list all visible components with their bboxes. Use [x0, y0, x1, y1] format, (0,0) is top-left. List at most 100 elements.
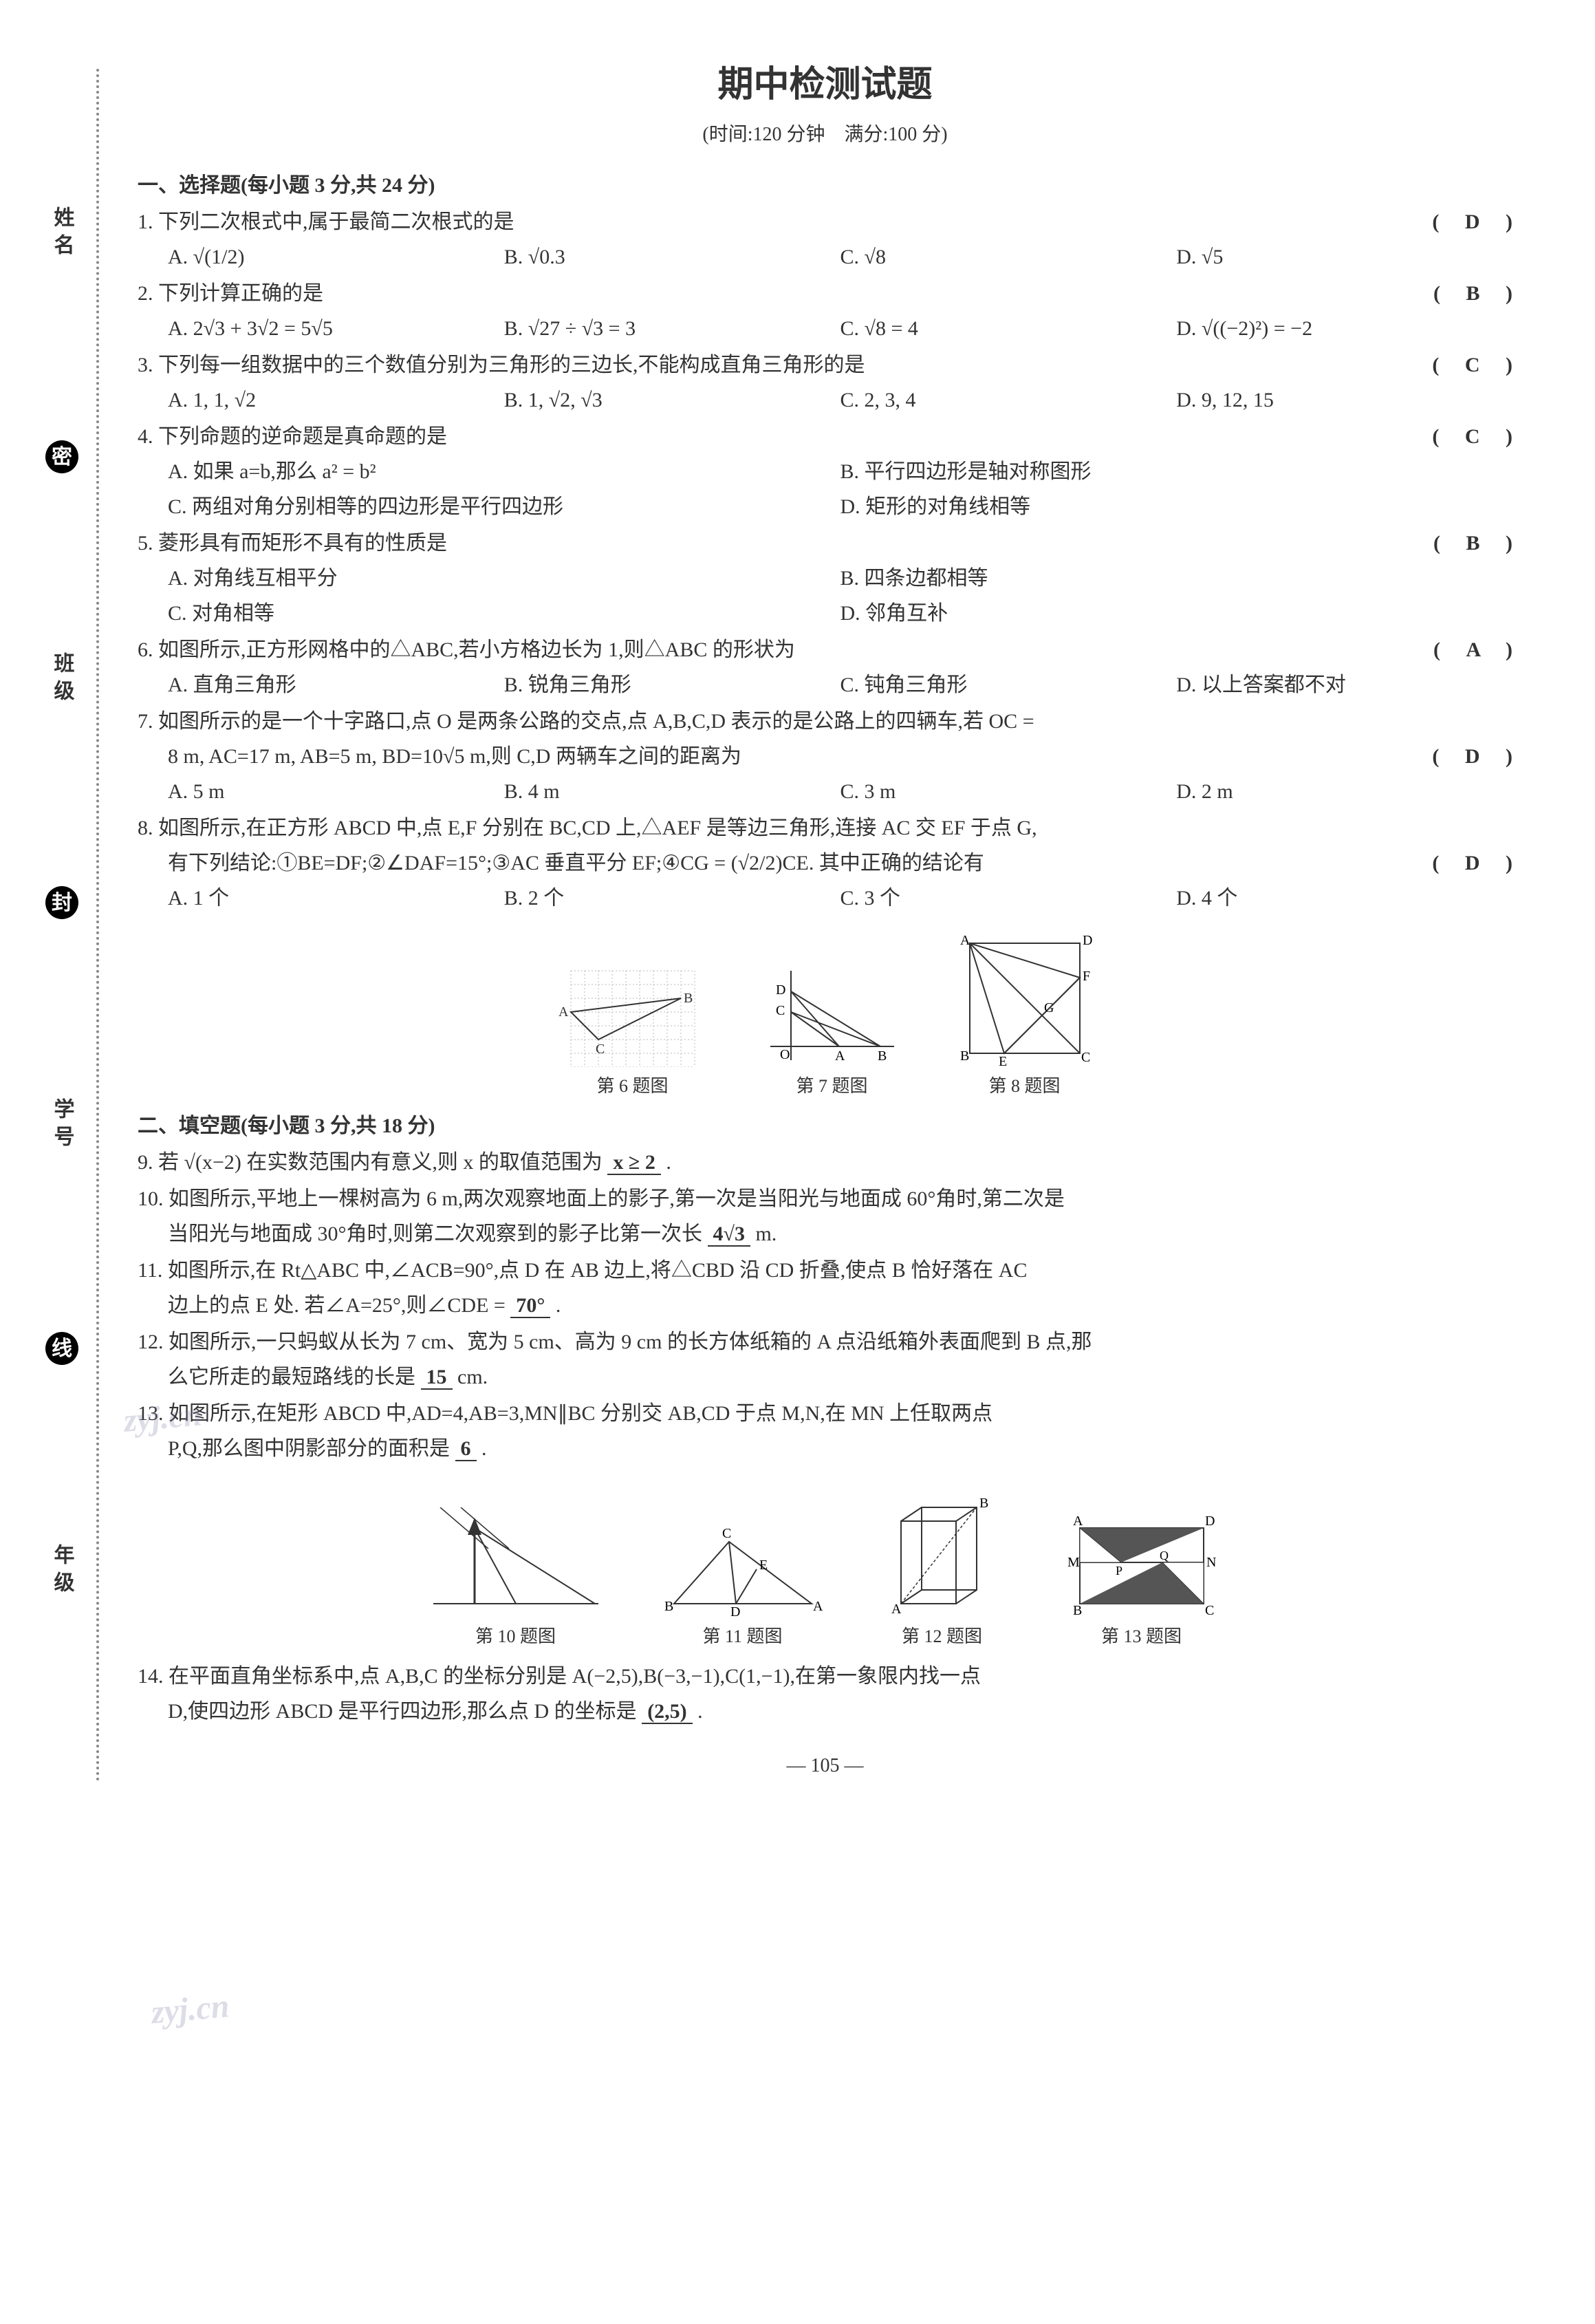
q3-opt-a: A. 1, 1, √2: [168, 383, 504, 418]
q9-pre: 9. 若 √(x−2) 在实数范围内有意义,则 x 的取值范围为: [138, 1151, 603, 1174]
q2-answer: ( B ): [1430, 276, 1512, 311]
figure-row-1: A B C 第 6 题图 O A B C D 第 7 题图: [138, 929, 1512, 1101]
q2-text: 2. 下列计算正确的是: [138, 276, 1430, 311]
q7-options: A. 5 m B. 4 m C. 3 m D. 2 m: [168, 774, 1512, 809]
svg-text:A: A: [835, 1048, 845, 1064]
q12-post2: cm.: [457, 1366, 488, 1388]
q7-answer: ( D ): [1430, 739, 1512, 774]
q7-opt-a: A. 5 m: [168, 774, 504, 809]
watermark-2: zyj.cn: [149, 1978, 232, 2041]
q1-opt-a: A. √(1/2): [168, 239, 504, 275]
q4-opt-b: B. 平行四边形是轴对称图形: [840, 454, 1513, 489]
fig11-caption: 第 11 题图: [660, 1622, 825, 1652]
seal-feng: 封: [45, 886, 78, 919]
q12-line1: 12. 如图所示,一只蚂蚁从长为 7 cm、宽为 5 cm、高为 9 cm 的长…: [138, 1324, 1512, 1359]
q10-answer: 4√3: [708, 1223, 750, 1247]
margin-label-grade: 年级: [45, 1544, 80, 1599]
fig13-svg: A D M N B C P Q: [1059, 1507, 1224, 1617]
q11-line1: 11. 如图所示,在 Rt△ABC 中,∠ACB=90°,点 D 在 AB 边上…: [138, 1253, 1512, 1288]
svg-text:D: D: [776, 982, 785, 998]
fig12-caption: 第 12 题图: [880, 1622, 1004, 1652]
svg-text:C: C: [1081, 1050, 1090, 1065]
q13-pre2: P,Q,那么图中阴影部分的面积是: [168, 1437, 450, 1460]
question-7: 7. 如图所示的是一个十字路口,点 O 是两条公路的交点,点 A,B,C,D 表…: [138, 704, 1512, 809]
q13-post2: .: [481, 1437, 487, 1460]
seal-xian: 线: [45, 1332, 78, 1365]
fig6-caption: 第 6 题图: [557, 1071, 708, 1101]
q4-answer: ( C ): [1430, 419, 1512, 454]
q1-answer: ( D ): [1430, 204, 1512, 239]
q8-opt-a: A. 1 个: [168, 881, 504, 916]
q2-opt-a: A. 2√3 + 3√2 = 5√5: [168, 311, 504, 346]
q1-options: A. √(1/2) B. √0.3 C. √8 D. √5: [168, 239, 1512, 275]
q9-answer: x ≥ 2: [607, 1151, 660, 1175]
fold-dotted-line: [96, 69, 99, 1783]
figure-11: A B C D E 第 11 题图: [660, 1521, 825, 1652]
svg-text:B: B: [979, 1496, 988, 1511]
q6-opt-c: C. 钝角三角形: [840, 667, 1177, 702]
question-6: 6. 如图所示,正方形网格中的△ABC,若小方格边长为 1,则△ABC 的形状为…: [138, 632, 1512, 702]
svg-text:A: A: [558, 1004, 569, 1020]
section2-header: 二、填空题(每小题 3 分,共 18 分): [138, 1108, 1512, 1143]
figure-6: A B C 第 6 题图: [557, 964, 708, 1101]
svg-text:F: F: [1083, 969, 1090, 984]
svg-text:A: A: [1073, 1514, 1083, 1529]
q7-line1: 7. 如图所示的是一个十字路口,点 O 是两条公路的交点,点 A,B,C,D 表…: [138, 704, 1512, 739]
q6-options: A. 直角三角形 B. 锐角三角形 C. 钝角三角形 D. 以上答案都不对: [168, 667, 1512, 702]
fig8-svg: A B C D E F G: [956, 929, 1094, 1067]
question-12: 12. 如图所示,一只蚂蚁从长为 7 cm、宽为 5 cm、高为 9 cm 的长…: [138, 1324, 1512, 1395]
figure-13: A D M N B C P Q 第 13 题图: [1059, 1507, 1224, 1652]
q3-options: A. 1, 1, √2 B. 1, √2, √3 C. 2, 3, 4 D. 9…: [168, 383, 1512, 418]
question-1: 1. 下列二次根式中,属于最简二次根式的是 ( D ) A. √(1/2) B.…: [138, 204, 1512, 275]
q10-post2: m.: [755, 1223, 777, 1245]
seal-mi: 密: [45, 440, 78, 473]
fig8-caption: 第 8 题图: [956, 1071, 1094, 1101]
fig13-caption: 第 13 题图: [1059, 1622, 1224, 1652]
q14-answer: (2,5): [642, 1700, 692, 1724]
q8-options: A. 1 个 B. 2 个 C. 3 个 D. 4 个: [168, 881, 1512, 916]
svg-text:D: D: [730, 1604, 740, 1617]
q5-answer: ( B ): [1430, 526, 1512, 561]
q14-line1: 14. 在平面直角坐标系中,点 A,B,C 的坐标分别是 A(−2,5),B(−…: [138, 1659, 1512, 1694]
q2-opt-c: C. √8 = 4: [840, 311, 1177, 346]
page-number: — 105 —: [138, 1750, 1512, 1783]
question-13: 13. 如图所示,在矩形 ABCD 中,AD=4,AB=3,MN∥BC 分别交 …: [138, 1396, 1512, 1466]
q10-pre2: 当阳光与地面成 30°角时,则第二次观察到的影子比第一次长: [168, 1223, 702, 1245]
figure-row-2: 第 10 题图 A B C D E 第 11 题图: [138, 1480, 1512, 1652]
margin-label-class: 班级: [45, 652, 80, 707]
svg-text:B: B: [664, 1599, 673, 1614]
margin-label-name: 姓名: [45, 206, 80, 261]
q14-post2: .: [697, 1700, 703, 1723]
q13-line1: 13. 如图所示,在矩形 ABCD 中,AD=4,AB=3,MN∥BC 分别交 …: [138, 1396, 1512, 1431]
svg-text:A: A: [813, 1599, 823, 1614]
question-10: 10. 如图所示,平地上一棵树高为 6 m,两次观察地面上的影子,第一次是当阳光…: [138, 1181, 1512, 1251]
question-2: 2. 下列计算正确的是 ( B ) A. 2√3 + 3√2 = 5√5 B. …: [138, 276, 1512, 346]
q3-answer: ( C ): [1430, 347, 1512, 383]
fig7-caption: 第 7 题图: [763, 1071, 901, 1101]
q4-options: A. 如果 a=b,那么 a² = b² B. 平行四边形是轴对称图形 C. 两…: [168, 454, 1512, 524]
q8-line1: 8. 如图所示,在正方形 ABCD 中,点 E,F 分别在 BC,CD 上,△A…: [138, 810, 1512, 846]
q13-answer: 6: [455, 1437, 477, 1461]
q11-pre2: 边上的点 E 处. 若∠A=25°,则∠CDE =: [168, 1294, 506, 1317]
svg-text:A: A: [891, 1602, 902, 1617]
q6-opt-b: B. 锐角三角形: [504, 667, 840, 702]
fig12-svg: A B: [880, 1480, 1004, 1617]
q1-text: 1. 下列二次根式中,属于最简二次根式的是: [138, 204, 1430, 239]
q1-opt-d: D. √5: [1176, 239, 1512, 275]
q7-line2: 8 m, AC=17 m, AB=5 m, BD=10√5 m,则 C,D 两辆…: [168, 739, 1430, 774]
margin-column: 姓名 密 班级 封 学号 线 年级: [41, 206, 83, 1599]
q4-opt-c: C. 两组对角分别相等的四边形是平行四边形: [168, 489, 840, 524]
q9-post: .: [666, 1151, 671, 1174]
svg-text:N: N: [1206, 1555, 1216, 1570]
q3-text: 3. 下列每一组数据中的三个数值分别为三角形的三边长,不能构成直角三角形的是: [138, 347, 1430, 383]
q8-opt-b: B. 2 个: [504, 881, 840, 916]
question-14: 14. 在平面直角坐标系中,点 A,B,C 的坐标分别是 A(−2,5),B(−…: [138, 1659, 1512, 1729]
page-subtitle: (时间:120 分钟 满分:100 分): [138, 118, 1512, 151]
q1-opt-b: B. √0.3: [504, 239, 840, 275]
q8-opt-c: C. 3 个: [840, 881, 1177, 916]
svg-text:Q: Q: [1160, 1549, 1169, 1562]
q12-answer: 15: [421, 1366, 453, 1390]
svg-text:D: D: [1083, 933, 1092, 948]
figure-10: 第 10 题图: [426, 1507, 605, 1652]
svg-text:C: C: [722, 1526, 731, 1541]
